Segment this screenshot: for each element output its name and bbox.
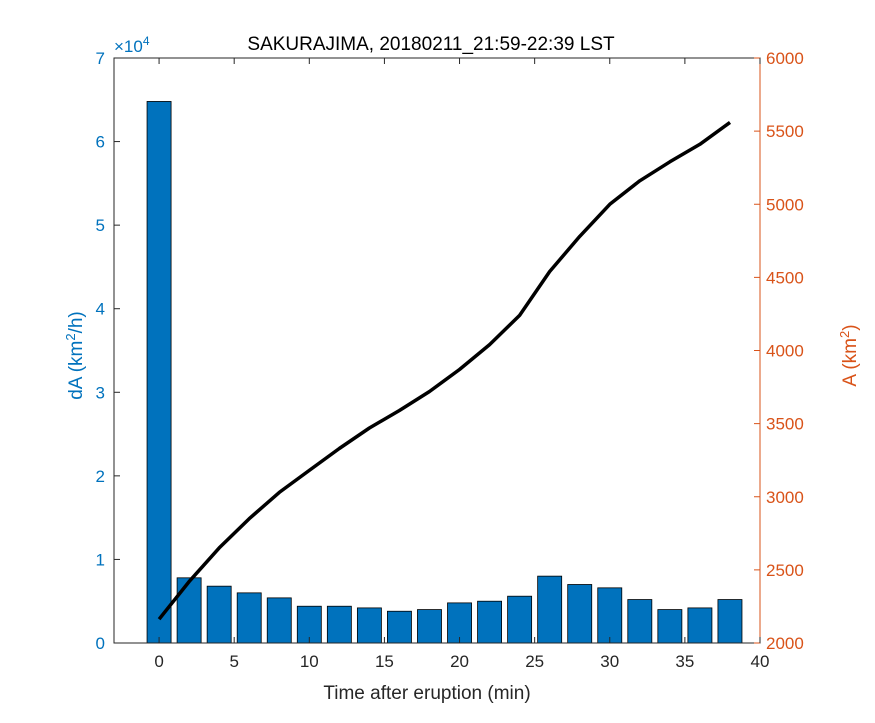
bar bbox=[387, 610, 412, 644]
exponent-base: ×10 bbox=[114, 37, 143, 56]
left-y-ticks: 0 1 2 3 4 5 6 7 bbox=[96, 49, 120, 653]
left-label-end: /h) bbox=[66, 311, 87, 333]
bar bbox=[717, 599, 743, 644]
left-tick-label: 5 bbox=[96, 216, 105, 235]
bar-series bbox=[146, 101, 743, 644]
bar bbox=[447, 602, 472, 644]
right-label-end: ) bbox=[840, 324, 861, 330]
left-y-axis-label: dA (km2/h) bbox=[63, 311, 87, 400]
right-tick-label: 4500 bbox=[766, 268, 804, 287]
bar bbox=[657, 609, 683, 644]
bar bbox=[236, 592, 262, 644]
right-y-axis-label: A (km2) bbox=[837, 324, 861, 386]
right-tick-label: 5500 bbox=[766, 122, 804, 141]
bar bbox=[567, 584, 593, 644]
bar bbox=[296, 605, 322, 644]
right-tick-label: 3000 bbox=[766, 488, 804, 507]
left-label-sup: 2 bbox=[63, 333, 78, 340]
right-tick-label: 2000 bbox=[766, 634, 804, 653]
bar bbox=[597, 587, 623, 644]
x-tick-label: 5 bbox=[229, 652, 238, 671]
left-tick-label: 6 bbox=[96, 133, 105, 152]
right-tick-label: 3500 bbox=[766, 415, 804, 434]
right-y-ticks: 2000 2500 3000 3500 4000 4500 5000 5500 6000 bbox=[754, 49, 804, 653]
bar bbox=[417, 609, 442, 644]
right-tick-label: 6000 bbox=[766, 49, 804, 68]
bar bbox=[206, 585, 232, 644]
left-label-main: dA (km bbox=[66, 341, 87, 400]
left-tick-label: 7 bbox=[96, 49, 105, 68]
exponent-power: 4 bbox=[143, 34, 150, 48]
bar bbox=[266, 597, 292, 644]
left-tick-label: 0 bbox=[96, 634, 105, 653]
right-label-sup: 2 bbox=[837, 331, 852, 338]
x-tick-label: 40 bbox=[751, 652, 770, 671]
right-label-main: A (km bbox=[840, 338, 861, 387]
left-tick-label: 4 bbox=[96, 300, 105, 319]
bar bbox=[507, 595, 533, 644]
x-tick-label: 10 bbox=[300, 652, 319, 671]
line-area-series bbox=[157, 120, 732, 621]
x-tick-label: 35 bbox=[675, 652, 694, 671]
x-axis-label: Time after eruption (min) bbox=[323, 683, 530, 704]
right-tick-label: 2500 bbox=[766, 561, 804, 580]
bar bbox=[326, 605, 352, 644]
right-tick-label: 4000 bbox=[766, 342, 804, 361]
bar bbox=[176, 577, 202, 644]
x-tick-label: 15 bbox=[375, 652, 394, 671]
right-tick-label: 5000 bbox=[766, 195, 804, 214]
left-axis-exponent: ×104 bbox=[114, 34, 150, 56]
x-tick-label: 30 bbox=[600, 652, 619, 671]
bar bbox=[146, 101, 172, 644]
left-tick-label: 1 bbox=[96, 550, 105, 569]
x-tick-label: 0 bbox=[154, 652, 163, 671]
left-tick-label: 3 bbox=[96, 383, 105, 402]
bar bbox=[627, 599, 653, 644]
x-ticks: 0 5 10 15 20 25 30 35 40 bbox=[154, 58, 769, 671]
bar bbox=[537, 575, 563, 644]
bar bbox=[477, 600, 503, 644]
left-tick-label: 2 bbox=[96, 467, 105, 486]
bar bbox=[687, 607, 713, 644]
line-series bbox=[157, 120, 732, 621]
bar bbox=[356, 607, 382, 644]
x-tick-label: 20 bbox=[450, 652, 469, 671]
chart-title: SAKURAJIMA, 20180211_21:59-22:39 LST bbox=[247, 34, 615, 55]
x-tick-label: 25 bbox=[525, 652, 544, 671]
